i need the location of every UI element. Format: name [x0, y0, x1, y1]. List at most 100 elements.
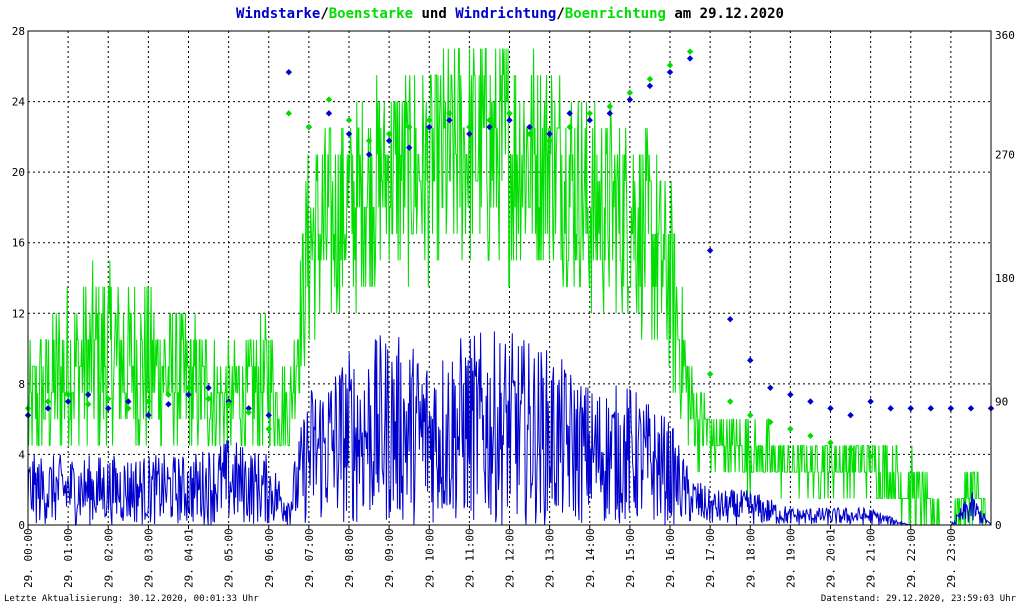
- y-left-tick-label: 0: [18, 519, 25, 532]
- y-right-tick-label: 270: [995, 149, 1015, 162]
- direction-point: [385, 130, 393, 138]
- direction-point: [305, 123, 313, 131]
- direction-point: [365, 151, 373, 158]
- title-windrichtung: Windrichtung: [455, 6, 556, 22]
- direction-point: [426, 116, 433, 124]
- title-slash-1: /: [320, 6, 328, 22]
- direction-point: [546, 137, 553, 144]
- direction-point: [486, 116, 493, 124]
- x-tick-label: 29. 06:00: [263, 528, 276, 588]
- direction-point: [205, 384, 212, 391]
- direction-point: [506, 110, 513, 117]
- direction-point: [64, 391, 72, 398]
- y-right-tick-label: 0: [995, 519, 1002, 532]
- direction-point: [125, 405, 132, 412]
- direction-point: [586, 110, 593, 117]
- direction-point: [165, 391, 172, 398]
- direction-point: [847, 446, 854, 453]
- y-left-tick-label: 28: [12, 25, 25, 38]
- x-tick-label: 29. 09:00: [383, 528, 396, 588]
- direction-point: [747, 357, 754, 364]
- y-right-tick-label: 180: [995, 272, 1015, 285]
- direction-point: [426, 123, 433, 131]
- chart-title: Windstarke/Boenstarke und Windrichtung/B…: [236, 6, 784, 22]
- direction-point: [646, 82, 654, 90]
- x-tick-label: 29. 00:00: [22, 528, 35, 588]
- direction-point: [767, 384, 774, 391]
- x-tick-label: 29. 12:00: [504, 528, 517, 588]
- direction-point: [686, 48, 694, 55]
- direction-point: [345, 130, 353, 138]
- y-left-tick-label: 16: [12, 237, 25, 250]
- direction-point: [325, 110, 333, 117]
- direction-point: [787, 391, 794, 398]
- direction-point: [205, 395, 212, 402]
- direction-point: [686, 55, 694, 62]
- direction-point: [827, 439, 834, 446]
- direction-point: [626, 89, 634, 96]
- title-slash-2: /: [556, 6, 564, 22]
- title-date: am 29.12.2020: [666, 6, 784, 22]
- direction-point: [706, 370, 714, 378]
- x-tick-label: 29. 03:00: [142, 528, 155, 588]
- direction-point: [245, 405, 252, 412]
- direction-point: [145, 412, 152, 419]
- direction-point: [105, 395, 112, 402]
- y-left-tick-label: 12: [12, 307, 25, 320]
- direction-point: [706, 247, 714, 254]
- x-tick-label: 29. 23:00: [945, 528, 958, 588]
- footer-data-status: Datenstand: 29.12.2020, 23:59:03 Uhr: [821, 594, 1017, 604]
- direction-point: [566, 110, 573, 117]
- title-und: und: [413, 6, 455, 22]
- direction-point: [666, 68, 674, 76]
- direction-point: [807, 398, 814, 405]
- direction-point: [526, 123, 533, 131]
- direction-point: [285, 68, 293, 76]
- x-tick-label: 29. 13:00: [544, 528, 557, 588]
- direction-point: [486, 123, 493, 131]
- direction-point: [405, 144, 413, 151]
- direction-point: [44, 405, 52, 412]
- direction-point: [446, 116, 453, 124]
- plot-frame: [27, 30, 992, 526]
- direction-point: [365, 137, 373, 144]
- direction-point: [506, 116, 513, 124]
- title-boenrichtung: Boenrichtung: [565, 6, 666, 22]
- direction-point: [44, 398, 52, 405]
- direction-point: [867, 453, 874, 460]
- direction-point: [84, 401, 92, 408]
- direction-point: [847, 412, 854, 419]
- x-tick-label: 29. 02:00: [102, 528, 115, 588]
- direction-point: [967, 405, 975, 412]
- x-tick-label: 29. 10:00: [423, 528, 436, 588]
- series-line-windstarke: [27, 331, 992, 527]
- direction-point: [606, 110, 614, 117]
- direction-point: [546, 130, 553, 138]
- direction-point: [666, 62, 674, 69]
- direction-point: [285, 110, 293, 117]
- direction-point: [747, 412, 754, 419]
- direction-point: [125, 398, 132, 405]
- direction-point: [726, 315, 734, 323]
- x-tick-label: 29. 14:00: [584, 528, 597, 588]
- x-tick-label: 29. 22:00: [905, 528, 918, 588]
- direction-point: [265, 425, 272, 433]
- axis-layer: 0 4 8 12 16 20 24 28 0 90 180 270 360 29. 00:00 29. 01…: [12, 25, 1015, 588]
- x-tick-label: 29. 21:00: [865, 528, 878, 588]
- direction-point: [385, 137, 393, 144]
- series-layer: [24, 48, 995, 527]
- direction-point: [586, 116, 593, 124]
- x-tick-label: 29. 18:00: [744, 528, 757, 588]
- direction-point: [807, 432, 814, 440]
- direction-point: [64, 398, 72, 405]
- x-tick-label: 29. 17:00: [704, 528, 717, 588]
- x-tick-label: 29. 19:00: [784, 528, 797, 588]
- direction-point: [225, 401, 232, 408]
- direction-point: [185, 384, 192, 391]
- x-tick-label: 29. 05:00: [223, 528, 236, 588]
- direction-point: [867, 398, 874, 405]
- direction-point: [927, 405, 935, 412]
- direction-point: [606, 103, 614, 110]
- x-tick-label: 29. 04:01: [183, 528, 196, 588]
